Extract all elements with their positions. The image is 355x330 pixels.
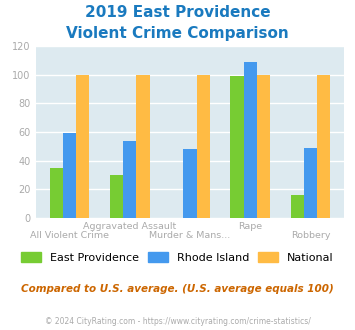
Bar xyxy=(317,75,330,218)
Text: Murder & Mans...: Murder & Mans... xyxy=(149,231,230,240)
Bar xyxy=(76,75,89,218)
Bar xyxy=(197,75,210,218)
Text: All Violent Crime: All Violent Crime xyxy=(30,231,109,240)
Text: Compared to U.S. average. (U.S. average equals 100): Compared to U.S. average. (U.S. average … xyxy=(21,284,334,294)
Text: Rape: Rape xyxy=(238,222,262,231)
Text: 2019 East Providence: 2019 East Providence xyxy=(85,5,270,20)
Bar xyxy=(123,141,136,218)
Bar xyxy=(304,148,317,218)
Text: © 2024 CityRating.com - https://www.cityrating.com/crime-statistics/: © 2024 CityRating.com - https://www.city… xyxy=(45,317,310,326)
Text: Violent Crime Comparison: Violent Crime Comparison xyxy=(66,26,289,41)
Bar xyxy=(183,149,197,218)
Bar xyxy=(257,75,270,218)
Bar xyxy=(290,195,304,218)
Bar xyxy=(50,168,63,218)
Bar xyxy=(110,175,123,218)
Bar xyxy=(230,76,244,218)
Text: Robbery: Robbery xyxy=(291,231,330,240)
Bar xyxy=(136,75,149,218)
Bar xyxy=(63,133,76,218)
Legend: East Providence, Rhode Island, National: East Providence, Rhode Island, National xyxy=(19,250,336,265)
Text: Aggravated Assault: Aggravated Assault xyxy=(83,222,176,231)
Bar xyxy=(244,62,257,218)
